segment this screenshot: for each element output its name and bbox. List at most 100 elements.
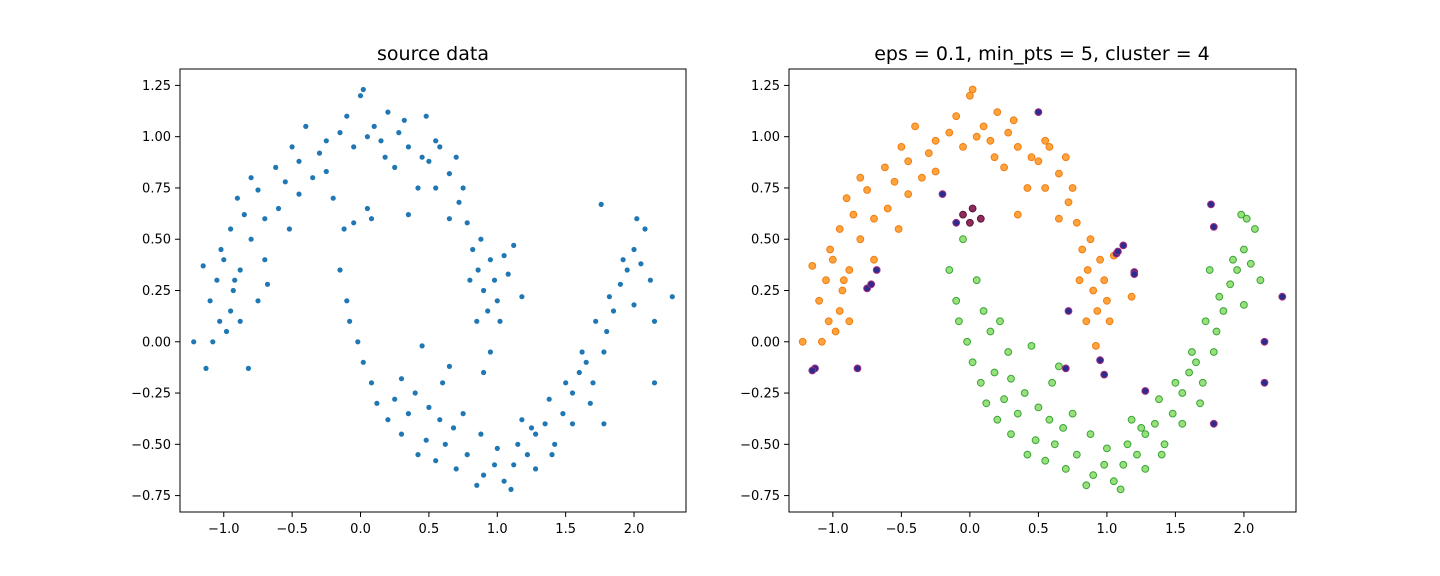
scatter-point: [286, 226, 292, 232]
chart-source-data: source data −1.0 −0.5 0.0 0.5 1.0 1.5 2.0 −0.75…: [131, 43, 687, 537]
scatter-point: [982, 399, 991, 408]
scatter-point: [1096, 356, 1104, 365]
scatter-point: [838, 286, 847, 295]
scatter-point: [237, 267, 243, 273]
scatter-point: [364, 134, 370, 140]
scatter-point: [1119, 460, 1128, 469]
scatter-point: [1116, 485, 1125, 494]
scatter-point: [542, 421, 548, 427]
scatter-point: [481, 287, 487, 294]
chart-title: eps = 0.1, min_pts = 5, cluster = 4: [874, 43, 1210, 65]
y-tick-label: 1.00: [751, 130, 780, 145]
scatter-point: [423, 113, 429, 119]
scatter-point: [1205, 266, 1214, 274]
scatter-point: [1055, 362, 1063, 371]
scatter-point: [1082, 317, 1091, 326]
scatter-point: [1260, 378, 1269, 387]
scatter-point: [808, 366, 817, 375]
scatter-point: [986, 327, 995, 336]
scatter-point: [972, 276, 981, 285]
scatter-point: [364, 205, 370, 212]
scatter-point: [374, 400, 380, 406]
scatter-point: [519, 417, 525, 423]
x-tick-label: 2.0: [624, 522, 645, 537]
scatter-point: [1078, 245, 1087, 254]
scatter-point: [1041, 136, 1050, 145]
scatter-point: [1013, 143, 1022, 151]
scatter-point: [1155, 395, 1163, 404]
scatter-point: [357, 93, 364, 99]
scatter-point: [1004, 128, 1013, 137]
scatter-point: [1045, 143, 1054, 151]
scatter-point: [993, 108, 1002, 116]
scatter-point: [1240, 245, 1248, 254]
scatter-point: [1109, 477, 1118, 486]
scatter-point: [924, 149, 933, 158]
scatter-point: [1209, 223, 1218, 231]
scatter-point: [368, 380, 375, 386]
scatter-point: [966, 218, 974, 227]
scatter-point: [826, 245, 834, 254]
scatter-point: [955, 317, 963, 326]
scatter-point: [1020, 389, 1029, 397]
scatter-point: [1007, 430, 1015, 439]
scatter-point: [273, 164, 279, 170]
scatter-point: [593, 318, 599, 324]
scatter-point: [587, 400, 593, 406]
scatter-point: [831, 327, 840, 336]
scatter-point: [337, 267, 343, 273]
scatter-point: [856, 173, 865, 182]
scatter-point: [1089, 471, 1098, 480]
scatter-point: [528, 425, 535, 431]
scatter-point: [1246, 259, 1255, 268]
scatter-point: [398, 376, 405, 382]
x-tick-label: 1.0: [487, 522, 508, 537]
scatter-point: [296, 191, 302, 197]
scatter-point: [392, 396, 398, 402]
scatter-point: [669, 294, 675, 300]
scatter-point: [1034, 157, 1043, 166]
scatter-point: [945, 128, 954, 137]
scatter-point: [1086, 235, 1095, 244]
y-tick-label: 0.25: [751, 284, 780, 299]
scatter-point: [316, 150, 323, 156]
scatter-point: [1130, 270, 1139, 279]
scatter-point: [398, 431, 405, 437]
scatter-point: [1013, 210, 1022, 219]
scatter-point: [241, 212, 247, 218]
scatter-point: [481, 472, 487, 478]
scatter-point: [1226, 280, 1235, 289]
scatter-point: [1068, 409, 1077, 418]
scatter-point: [1114, 247, 1122, 256]
scatter-point: [897, 143, 906, 151]
scatter-point: [1059, 424, 1067, 432]
plot-frame: [179, 68, 687, 513]
scatter-point: [405, 411, 411, 417]
y-tick-label: 0.50: [751, 233, 780, 248]
scatter-point: [552, 441, 558, 447]
scatter-point: [890, 177, 899, 186]
scatter-point: [863, 186, 871, 194]
scatter-point: [1256, 276, 1265, 285]
scatter-point: [972, 132, 981, 141]
scatter-point: [1137, 424, 1146, 432]
scatter-point: [1096, 255, 1104, 264]
scatter-point: [976, 378, 985, 387]
scatter-point: [576, 369, 582, 376]
scatter-point: [881, 163, 889, 172]
scatter-point: [1075, 276, 1084, 285]
scatter-point: [1201, 317, 1210, 326]
scatter-point: [631, 302, 637, 308]
scatter-point: [460, 185, 466, 191]
scatter-point: [1141, 465, 1150, 473]
scatter-point: [1119, 241, 1128, 250]
x-tick-label: −0.5: [276, 522, 308, 537]
chart-dbscan-clusters: eps = 0.1, min_pts = 5, cluster = 4 −1.0…: [740, 43, 1297, 537]
scatter-point: [437, 417, 443, 423]
y-tick-label: −0.75: [740, 489, 780, 504]
x-tick-label: −0.5: [886, 522, 918, 537]
scatter-point: [497, 318, 503, 324]
scatter-point: [872, 266, 881, 274]
scatter-point: [491, 462, 498, 468]
